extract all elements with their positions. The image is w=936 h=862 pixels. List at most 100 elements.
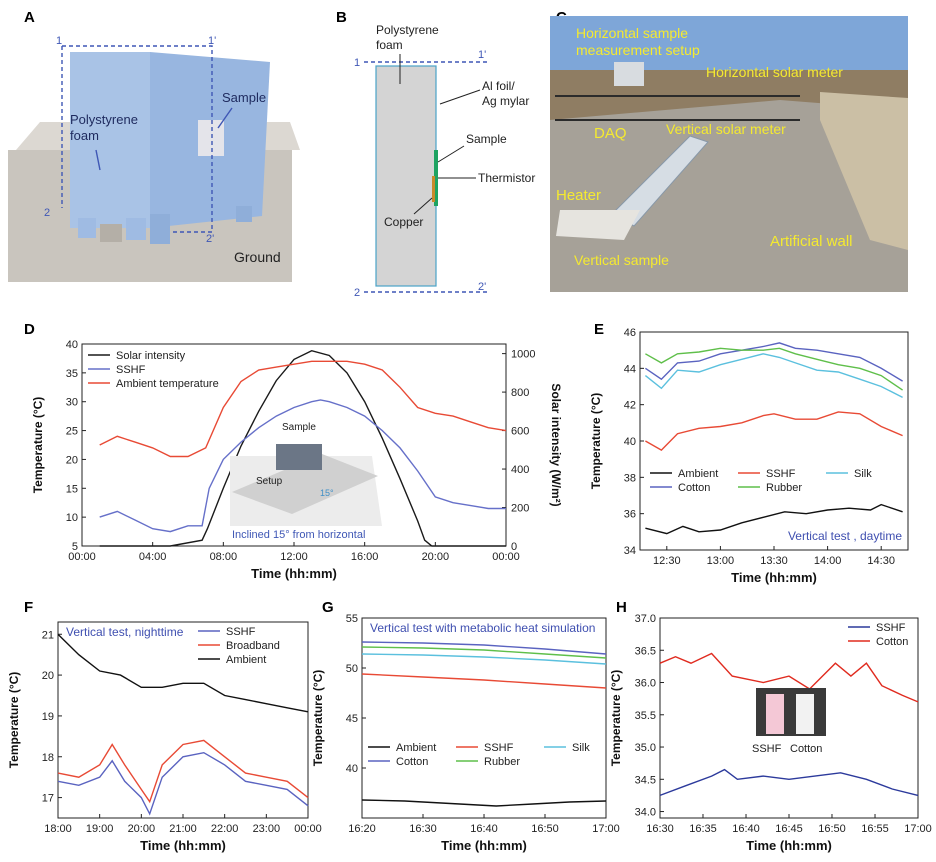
x-tick-label: 22:00 [211,823,239,835]
y-tick-label: 30 [66,397,78,409]
cut-label-2p: 2' [478,281,486,293]
chart-e: 12:30 13:00 13:30 14:00 14:30 34 36 38 40 42 44 46 T… [589,327,909,585]
x-tick-label: 16:50 [531,823,559,835]
y-tick-label: 40 [346,763,358,775]
foam-block [375,65,437,287]
y-tick-label: 38 [624,472,636,484]
y-tick-label: 36.0 [635,678,656,690]
series-line-rubber [645,347,903,391]
x-tick-label: 14:30 [867,555,895,567]
series-line-sshf [99,399,506,533]
label-horizontal-meter: Horizontal solar meter [706,64,843,80]
series-line-ambient [645,503,903,535]
y-tick-label: 18 [42,752,54,764]
y-axis-label: Temperature (°C) [609,670,623,767]
foam-label-line2: foam [376,38,403,52]
y-tick-label: 35.0 [635,742,656,754]
foam-label-line1: Polystyrene [70,112,138,127]
chart-g: 16:20 16:30 16:40 16:50 17:00 40 45 50 55 Time (h… [311,613,620,853]
legend-label: Cotton [396,756,428,768]
x-tick-label: 18:00 [44,823,72,835]
copper-arrow [413,197,433,215]
inset-sleeve-cotton [796,694,814,734]
label-daq: DAQ [594,125,627,142]
panel-letter-d: D [24,321,35,338]
foam-arrow [95,149,101,171]
y-tick-label: 34.0 [635,807,656,819]
y-tick-label: 36.5 [635,645,656,657]
y2-tick-label: 200 [511,503,529,515]
box-cutout [100,224,122,242]
annotation: Vertical test , daytime [788,529,902,543]
x-tick-label: 16:00 [351,551,379,563]
inset-label-sshf: SSHF [752,743,782,755]
legend: Ambient SSHF Silk Cotton Rubber [368,742,590,768]
y-tick-label: 20 [66,454,78,466]
panel-a: A 1 1' 2 2' Polystyrene foam Sample Grou… [8,9,300,282]
x-tick-label: 14:00 [814,555,842,567]
legend-label: Solar intensity [116,350,186,362]
legend-label: Silk [854,468,872,480]
legend-label: Cotton [876,636,908,648]
y-tick-label: 45 [346,713,358,725]
label-horizontal-setup-line1: Horizontal sample [576,25,688,41]
y-tick-label: 15 [66,483,78,495]
foam-label-line1: Polystyrene [376,23,439,37]
x-tick-label: 12:30 [653,555,681,567]
sample-label: Sample [222,90,266,105]
series-line-sshf [57,751,309,816]
x-tick-label: 16:30 [646,823,674,835]
y2-tick-label: 800 [511,387,529,399]
y-tick-label: 34 [624,545,636,557]
panel-letter-h: H [616,599,627,616]
series-line-silk [644,353,903,399]
box-front [70,52,150,228]
box-leg [150,214,170,244]
y-tick-label: 50 [346,663,358,675]
x-tick-label: 19:00 [86,823,114,835]
foil-arrow [439,89,481,105]
y-tick-label: 19 [42,711,54,723]
annotation: Vertical test with metabolic heat simula… [370,621,595,635]
series-line-sshf [361,673,607,689]
thermistor-label: Thermistor [478,171,535,185]
x-tick-label: 21:00 [169,823,197,835]
legend-label: SSHF [766,468,796,480]
x-tick-label: 16:20 [348,823,376,835]
copper-strip [432,176,435,202]
inset-angle-label: 15° [320,488,334,498]
series-line-cotton [645,342,903,382]
inset-sleeve-sshf [766,694,784,734]
cut-label-2p: 2' [206,233,214,245]
y-tick-label: 46 [624,327,636,339]
series-line-ambient-temperature [99,360,507,458]
series-line-solar-intensity [99,349,506,547]
y2-axis-label: Solar intensity (W/m²) [549,383,563,506]
legend: Solar intensity SSHF Ambient temperature [88,350,219,390]
panel-b: B 1 1' 2 2' Polystyrene foam Al foil/ Ag… [336,9,535,299]
y-tick-label: 37.0 [635,613,656,625]
inset-photo: SSHF Cotton [752,688,826,755]
legend: SSHF Cotton [848,622,908,648]
x-tick-label: 16:40 [470,823,498,835]
x-tick-label: 12:00 [280,551,308,563]
cut-label-1: 1 [354,57,360,69]
legend-label: Silk [572,742,590,754]
x-tick-label: 16:30 [409,823,437,835]
y-axis-label: Temperature (°C) [7,672,21,769]
y-tick-label: 42 [624,400,636,412]
chart-h: 16:30 16:35 16:40 16:45 16:50 16:55 17:00 34.0 3… [609,613,932,853]
y-tick-label: 21 [42,629,54,641]
photo-artificial-wall [820,92,908,250]
x-tick-label: 17:00 [904,823,932,835]
legend-label: Ambient temperature [116,378,219,390]
legend-label: Ambient [396,742,436,754]
foil-label-line2: Ag mylar [482,94,529,108]
y-tick-label: 36 [624,509,636,521]
inset-caption: Inclined 15° from horizontal [232,529,365,541]
y-tick-label: 44 [624,363,636,375]
inset-box [276,444,322,470]
y-axis-label: Temperature (°C) [589,393,603,490]
cut-label-1p: 1' [208,35,216,47]
x-tick-label: 23:00 [253,823,281,835]
